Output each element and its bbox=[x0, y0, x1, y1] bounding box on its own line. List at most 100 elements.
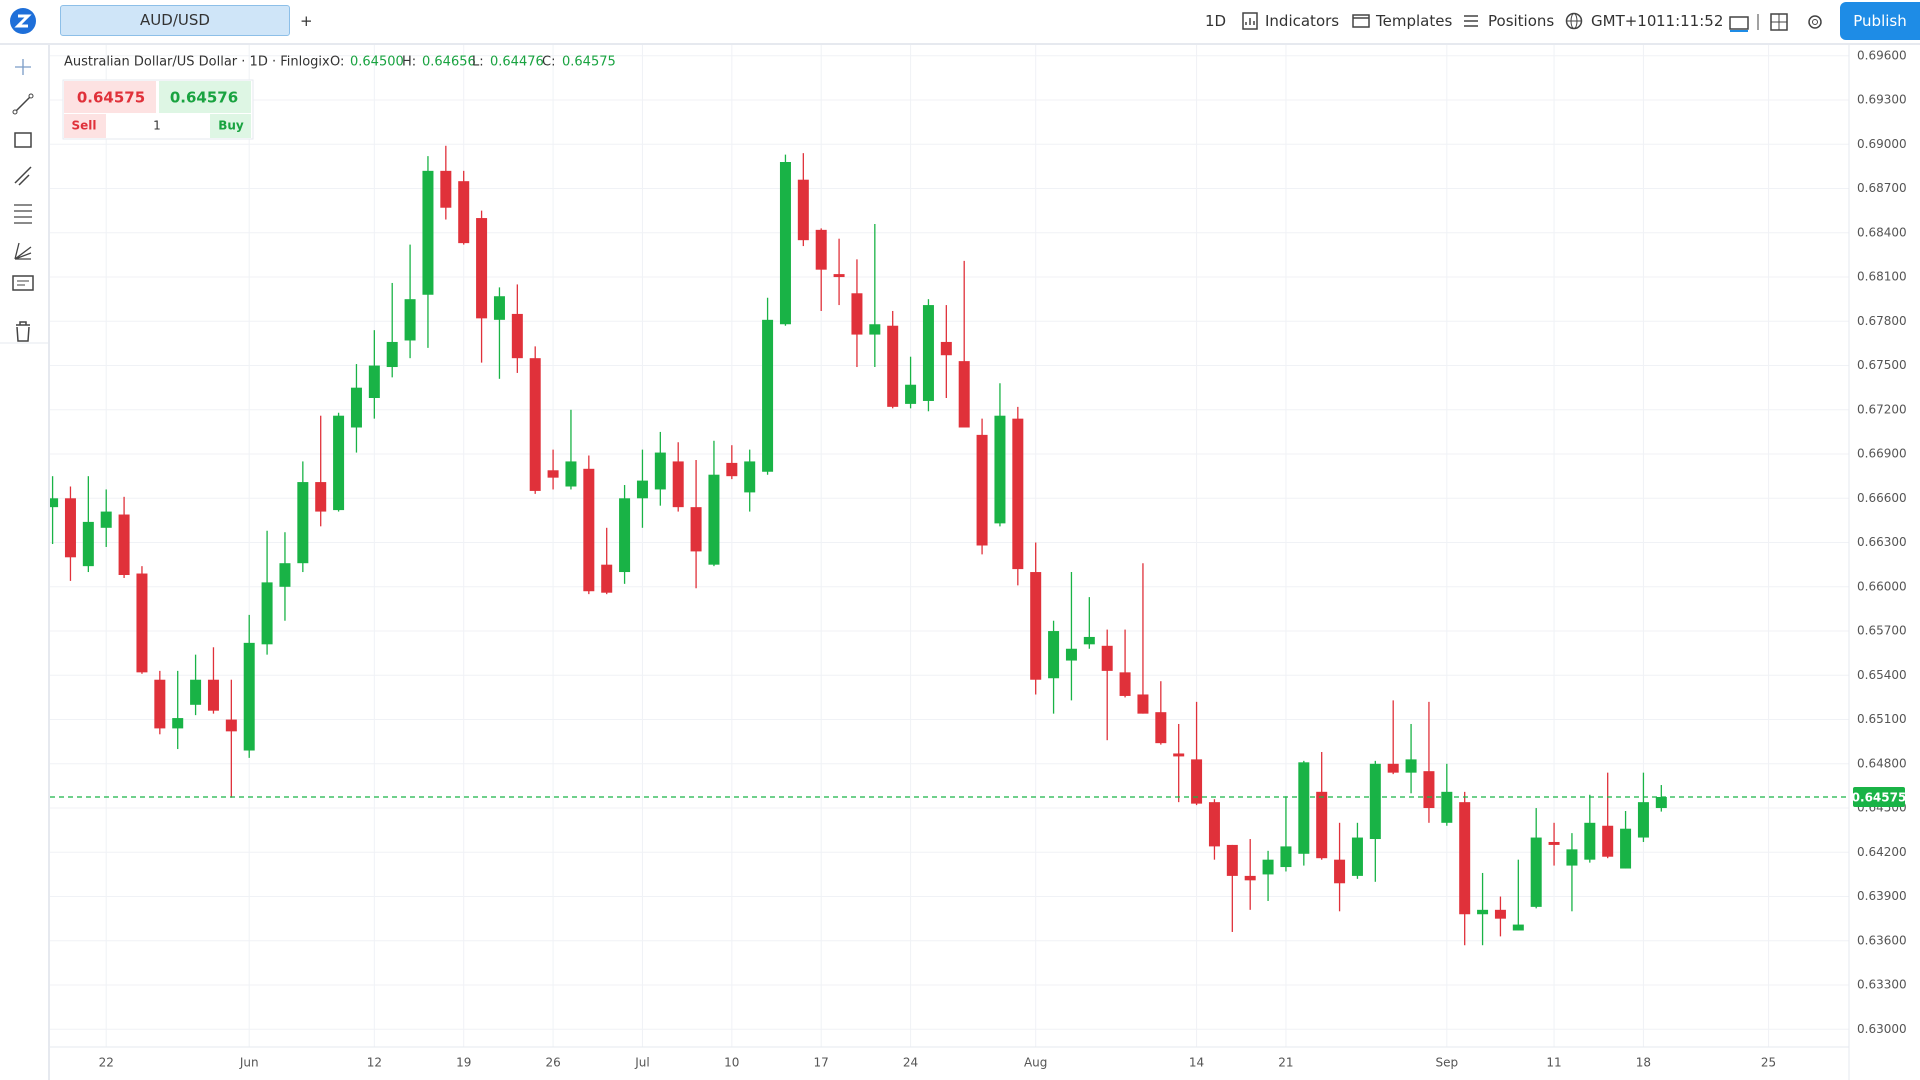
close-value: 0.64575 bbox=[562, 55, 616, 70]
low-label: L: bbox=[472, 55, 484, 70]
y-tick-label: 0.63000 bbox=[1857, 1022, 1907, 1036]
order-ticket: 0.64575 0.64576 Sell 1 Buy bbox=[62, 79, 254, 140]
candle-body bbox=[654, 452, 666, 490]
candle-body bbox=[1459, 802, 1471, 915]
candle-body bbox=[958, 361, 970, 428]
candle-body bbox=[1584, 822, 1596, 860]
x-tick-label: 21 bbox=[1278, 1056, 1293, 1070]
candle-body bbox=[1620, 828, 1632, 869]
y-tick-label: 0.65100 bbox=[1857, 712, 1907, 726]
candle-body bbox=[672, 461, 684, 508]
candle-body bbox=[476, 218, 488, 319]
y-tick-label: 0.67200 bbox=[1857, 402, 1907, 416]
indicators[interactable]: Indicators bbox=[1265, 12, 1340, 30]
y-tick-label: 0.66300 bbox=[1857, 535, 1907, 549]
candle-body bbox=[1512, 924, 1524, 931]
candle-body bbox=[350, 387, 362, 428]
candle-body bbox=[565, 461, 577, 487]
templates[interactable]: Templates bbox=[1376, 12, 1453, 30]
candle-body bbox=[1387, 763, 1399, 773]
y-tick-label: 0.63900 bbox=[1857, 889, 1907, 903]
candle-body bbox=[118, 514, 130, 575]
x-tick-label: 19 bbox=[456, 1056, 471, 1070]
y-tick-label: 0.67800 bbox=[1857, 314, 1907, 328]
candle-body bbox=[154, 679, 166, 729]
x-tick-label: 11 bbox=[1546, 1056, 1561, 1070]
close-label: C: bbox=[542, 55, 555, 70]
candle-body bbox=[1155, 712, 1167, 744]
candle-body bbox=[1262, 859, 1274, 875]
tool-icons[interactable] bbox=[1728, 11, 1828, 33]
drawing-tools[interactable] bbox=[0, 45, 48, 365]
buy-tab[interactable] bbox=[210, 114, 251, 138]
candle-body bbox=[1530, 837, 1542, 907]
timezone[interactable]: GMT+10 bbox=[1591, 12, 1657, 30]
candle-body bbox=[1208, 802, 1220, 847]
buy-label: Buy bbox=[218, 119, 244, 133]
candle-body bbox=[1316, 791, 1328, 859]
logo[interactable] bbox=[10, 8, 36, 34]
candle-body bbox=[851, 293, 863, 335]
candle-body bbox=[333, 415, 345, 511]
sell-tab[interactable] bbox=[64, 114, 106, 138]
candle-body bbox=[1655, 796, 1667, 809]
candle-body bbox=[404, 299, 416, 341]
candle-body bbox=[1423, 771, 1435, 809]
candle-body bbox=[744, 461, 756, 493]
candle-body bbox=[1477, 909, 1489, 915]
add-tab[interactable]: + bbox=[300, 12, 313, 30]
x-tick-label: 18 bbox=[1636, 1056, 1651, 1070]
candle-body bbox=[493, 296, 505, 320]
high-value: 0.64656 bbox=[422, 55, 476, 70]
candle-body bbox=[1191, 759, 1203, 804]
candle-body bbox=[207, 679, 219, 711]
symbol-tab[interactable]: AUD/USD bbox=[60, 5, 290, 36]
quantity[interactable]: 1 bbox=[153, 119, 161, 133]
y-tick-label: 0.69600 bbox=[1857, 48, 1907, 62]
candle-body bbox=[976, 434, 988, 546]
buy-button[interactable] bbox=[159, 81, 251, 113]
publish-button[interactable]: Publish bbox=[1840, 2, 1920, 40]
symbol-name: Australian Dollar/US Dollar · 1D · Finlo… bbox=[64, 55, 330, 70]
y-tick-label: 0.66600 bbox=[1857, 491, 1907, 505]
candle-body bbox=[511, 313, 523, 359]
positions[interactable]: Positions bbox=[1488, 12, 1555, 30]
y-tick-label: 0.67500 bbox=[1857, 358, 1907, 372]
interval[interactable]: 1D bbox=[1205, 12, 1227, 30]
x-tick-label: 17 bbox=[814, 1056, 829, 1070]
candle-body bbox=[1351, 837, 1363, 876]
candle-body bbox=[547, 470, 559, 478]
candle-body bbox=[172, 718, 184, 729]
axes: 0.69600 0.69300 0.69000 0.68700 0.68400 0.681… bbox=[50, 44, 1907, 1080]
sell-button[interactable] bbox=[64, 81, 156, 113]
candle-body bbox=[315, 482, 327, 512]
x-tick-label: Aug bbox=[1024, 1056, 1047, 1070]
buy-price: 0.64576 bbox=[170, 89, 238, 107]
y-tick-label: 0.65700 bbox=[1857, 624, 1907, 638]
x-tick-label: 22 bbox=[99, 1056, 114, 1070]
candle-body bbox=[1101, 645, 1113, 671]
indicators-icon bbox=[1242, 12, 1258, 30]
candle-body bbox=[815, 229, 827, 270]
candle-body bbox=[243, 642, 255, 751]
candle-body bbox=[1566, 849, 1578, 866]
x-tick-label: 12 bbox=[367, 1056, 382, 1070]
candle-body bbox=[1030, 572, 1042, 680]
candle-body bbox=[1048, 631, 1060, 679]
positions-icon bbox=[1464, 15, 1478, 27]
y-tick-label: 0.69000 bbox=[1857, 137, 1907, 151]
last-price-label: 0.64575 bbox=[1852, 790, 1907, 804]
x-tick-label: 26 bbox=[545, 1056, 560, 1070]
candle-body bbox=[1119, 672, 1131, 696]
y-tick-label: 0.63600 bbox=[1857, 933, 1907, 947]
candle-body bbox=[1298, 762, 1310, 854]
candle-body bbox=[64, 498, 76, 558]
x-tick-label: 24 bbox=[903, 1056, 918, 1070]
candle-body bbox=[1334, 859, 1346, 884]
candle-body bbox=[726, 462, 738, 477]
candle-body bbox=[1012, 418, 1024, 570]
candle-body bbox=[261, 582, 273, 645]
candle-body bbox=[1637, 802, 1649, 838]
